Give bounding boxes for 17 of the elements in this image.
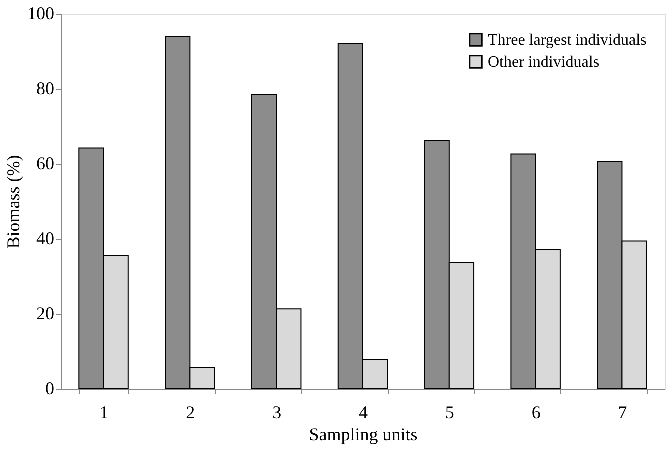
y-tick-label: 20	[36, 304, 54, 324]
x-tick-label: 7	[618, 402, 628, 422]
x-axis-title: Sampling units	[309, 424, 418, 444]
legend-label: Three largest individuals	[488, 32, 647, 49]
x-tick-label: 4	[359, 402, 368, 422]
y-tick-label: 60	[36, 154, 54, 174]
y-tick-label: 40	[36, 228, 54, 248]
x-tick-label: 6	[532, 402, 541, 422]
x-tick-label: 3	[272, 402, 282, 422]
y-tick-label: 0	[46, 378, 54, 398]
y-tick-label: 80	[36, 78, 54, 98]
legend-label: Other individuals	[488, 54, 600, 71]
x-tick-label: 5	[445, 402, 454, 422]
x-tick-label: 1	[100, 402, 109, 422]
y-tick-label: 100	[28, 4, 54, 24]
y-axis-title: Biomass (%)	[4, 155, 24, 249]
x-tick-label: 2	[186, 402, 196, 422]
